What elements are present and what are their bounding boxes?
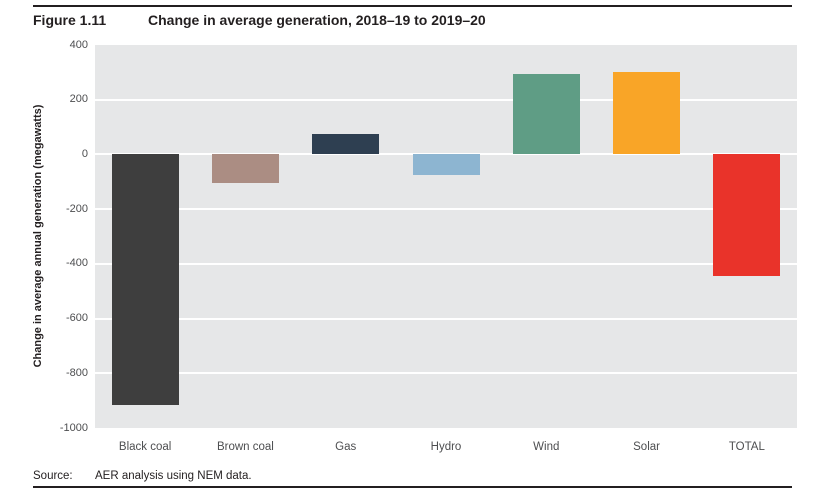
bar-total: [713, 154, 781, 277]
y-tick-label: -1000: [59, 421, 88, 434]
y-tick-label: 200: [69, 93, 88, 106]
x-label-wind: Wind: [533, 441, 560, 453]
top-rule: [33, 5, 792, 7]
x-label-total: TOTAL: [728, 441, 765, 453]
gridline--600: [95, 317, 797, 320]
x-label-hydro: Hydro: [430, 441, 462, 453]
bar-solar: [613, 72, 681, 155]
gridline--400: [95, 262, 797, 265]
y-axis-title: Change in average annual generation (meg…: [32, 104, 44, 368]
y-tick-label: 400: [69, 38, 88, 51]
gridline-200: [95, 98, 797, 101]
y-tick-label: -600: [65, 312, 88, 325]
bar-gas: [312, 133, 380, 155]
bottom-rule: [33, 486, 792, 488]
bar-black-coal: [111, 154, 179, 405]
bar-wind: [512, 73, 580, 155]
figure-title: Change in average generation, 2018–19 to…: [148, 12, 486, 28]
y-tick-label: 0: [81, 147, 88, 160]
x-label-gas: Gas: [335, 441, 357, 453]
gridline--800: [95, 372, 797, 375]
y-tick-label: -200: [65, 202, 88, 215]
figure-label: Figure 1.11: [33, 12, 107, 28]
y-tick-label: -800: [65, 366, 88, 379]
x-label-brown-coal: Brown coal: [216, 441, 274, 453]
bar-hydro: [412, 154, 480, 175]
gridline--200: [95, 208, 797, 211]
y-tick-label: -400: [65, 257, 88, 270]
source-text: AER analysis using NEM data.: [95, 470, 252, 482]
x-label-black-coal: Black coal: [118, 441, 172, 453]
plot-area: [95, 45, 797, 428]
source-label: Source:: [33, 470, 73, 482]
x-label-solar: Solar: [633, 441, 660, 453]
bar-brown-coal: [211, 154, 279, 184]
